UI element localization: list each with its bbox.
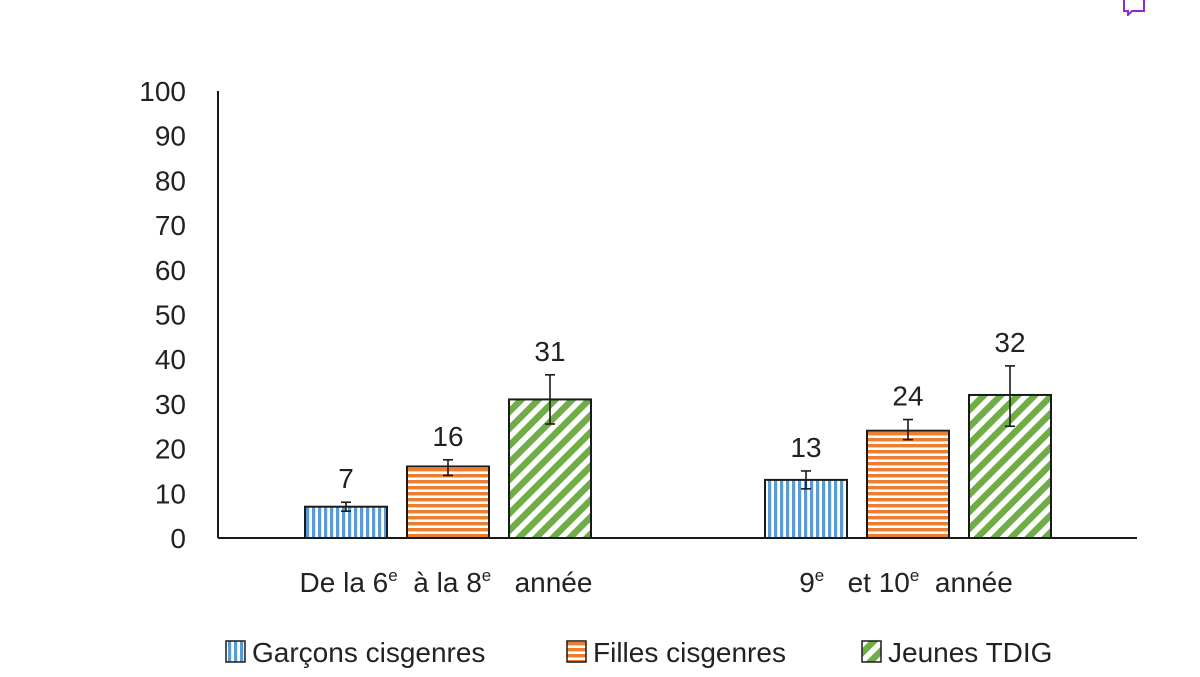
- legend-label: Garçons cisgenres: [252, 637, 485, 668]
- y-tick-label: 100: [139, 76, 186, 107]
- y-tick-label: 20: [155, 434, 186, 465]
- error-bar: [341, 501, 351, 512]
- axes: [217, 91, 1137, 539]
- data-labels: 7 13 16 24 31 32: [338, 327, 1025, 494]
- y-tick-label: 60: [155, 255, 186, 286]
- comment-icon[interactable]: [1122, 0, 1146, 16]
- error-bars: [341, 365, 1015, 512]
- data-label: 13: [790, 432, 821, 463]
- legend-label: Filles cisgenres: [593, 637, 786, 668]
- y-tick-label: 70: [155, 210, 186, 241]
- x-category-label: De la 6e à la 8e année: [300, 566, 593, 598]
- legend-swatch: [225, 640, 246, 663]
- y-tick-label: 50: [155, 300, 186, 331]
- data-label: 7: [338, 463, 354, 494]
- legend: Garçons cisgenres Filles cisgenres Jeunes …: [225, 637, 1052, 668]
- y-tick-label: 30: [155, 389, 186, 420]
- error-bar: [545, 374, 555, 425]
- data-label: 16: [432, 421, 463, 452]
- y-tick-label: 80: [155, 165, 186, 196]
- error-bar: [443, 458, 453, 477]
- y-tick-label: 90: [155, 121, 186, 152]
- bar: [406, 465, 490, 540]
- legend-swatch: [566, 640, 587, 663]
- data-label: 24: [892, 381, 923, 412]
- legend-item: Filles cisgenres: [566, 637, 786, 668]
- error-bar: [1005, 365, 1015, 428]
- category-labels: De la 6e à la 8e année 9e et 10e année: [300, 566, 1013, 598]
- legend-item: Jeunes TDIG: [861, 637, 1052, 668]
- x-category-label: 9e et 10e année: [799, 566, 1013, 598]
- bar: [866, 429, 950, 539]
- legend-swatch: [861, 640, 882, 663]
- legend-item: Garçons cisgenres: [225, 637, 485, 668]
- bar: [968, 393, 1052, 539]
- data-label: 32: [994, 327, 1025, 358]
- bars: [304, 393, 1052, 540]
- y-tick-label: 40: [155, 344, 186, 375]
- data-label: 31: [534, 336, 565, 367]
- error-bar: [903, 418, 913, 441]
- y-tick-label: 10: [155, 478, 186, 509]
- legend-label: Jeunes TDIG: [888, 637, 1052, 668]
- y-axis-ticks: 0 10 20 30 40 50 60 70 80 90 100: [139, 76, 186, 554]
- y-tick-label: 0: [170, 523, 186, 554]
- error-bar: [801, 470, 811, 490]
